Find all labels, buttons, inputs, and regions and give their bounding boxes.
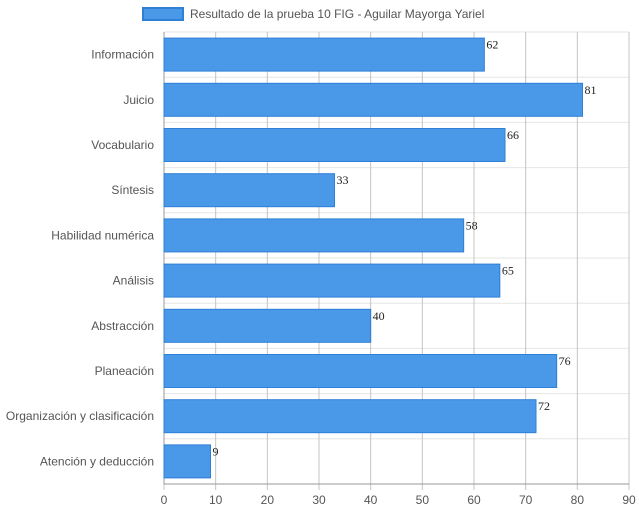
data-label: 66 — [507, 128, 519, 142]
x-tick-label: 80 — [571, 493, 585, 507]
bar[interactable] — [163, 354, 558, 388]
category-label: Abstracción — [91, 319, 154, 333]
data-label: 76 — [559, 354, 571, 368]
legend-series-name: Resultado de la prueba 10 FIG - Aguilar … — [190, 7, 484, 21]
x-tick-label: 20 — [261, 493, 275, 507]
bar[interactable] — [163, 399, 537, 434]
category-label: Análisis — [113, 274, 154, 288]
bars — [163, 37, 583, 479]
x-tick-label: 90 — [622, 493, 636, 507]
category-label: Habilidad numérica — [51, 228, 154, 242]
x-tick-label: 50 — [416, 493, 430, 507]
category-label: Atención y deducción — [40, 454, 154, 468]
x-tick-label: 10 — [209, 493, 223, 507]
category-labels: Información Juicio Vocabulario Síntesis Habi… — [6, 48, 154, 469]
x-tick-label: 30 — [312, 493, 326, 507]
bar[interactable] — [163, 82, 583, 117]
category-label: Síntesis — [111, 183, 154, 197]
data-label: 58 — [466, 218, 478, 232]
data-label: 81 — [585, 83, 597, 97]
data-label: 33 — [337, 173, 349, 187]
legend-swatch — [142, 7, 184, 21]
data-label: 40 — [373, 309, 385, 323]
data-label: 72 — [538, 399, 550, 413]
bar[interactable] — [163, 37, 485, 72]
bar[interactable] — [163, 444, 211, 479]
bar[interactable] — [163, 173, 335, 208]
data-label: 62 — [486, 38, 498, 52]
bar[interactable] — [163, 263, 501, 298]
bar[interactable] — [163, 218, 465, 253]
category-label: Información — [91, 48, 154, 62]
legend[interactable]: Resultado de la prueba 10 FIG - Aguilar … — [142, 7, 484, 21]
data-label: 9 — [213, 444, 219, 458]
x-tick-label: 0 — [161, 493, 168, 507]
category-label: Planeación — [95, 364, 154, 378]
x-tick-labels: 0 10 20 30 40 50 60 70 80 90 — [161, 493, 636, 507]
category-label: Juicio — [123, 93, 154, 107]
x-tick-label: 70 — [519, 493, 533, 507]
x-tick-label: 40 — [364, 493, 378, 507]
bar[interactable] — [163, 308, 372, 343]
bar[interactable] — [163, 128, 506, 162]
x-tick-label: 60 — [467, 493, 481, 507]
category-label: Vocabulario — [91, 138, 154, 152]
data-label: 65 — [502, 264, 514, 278]
category-label: Organización y clasificación — [6, 409, 154, 423]
value-labels: 62 81 66 33 58 65 40 76 72 9 — [213, 38, 597, 459]
